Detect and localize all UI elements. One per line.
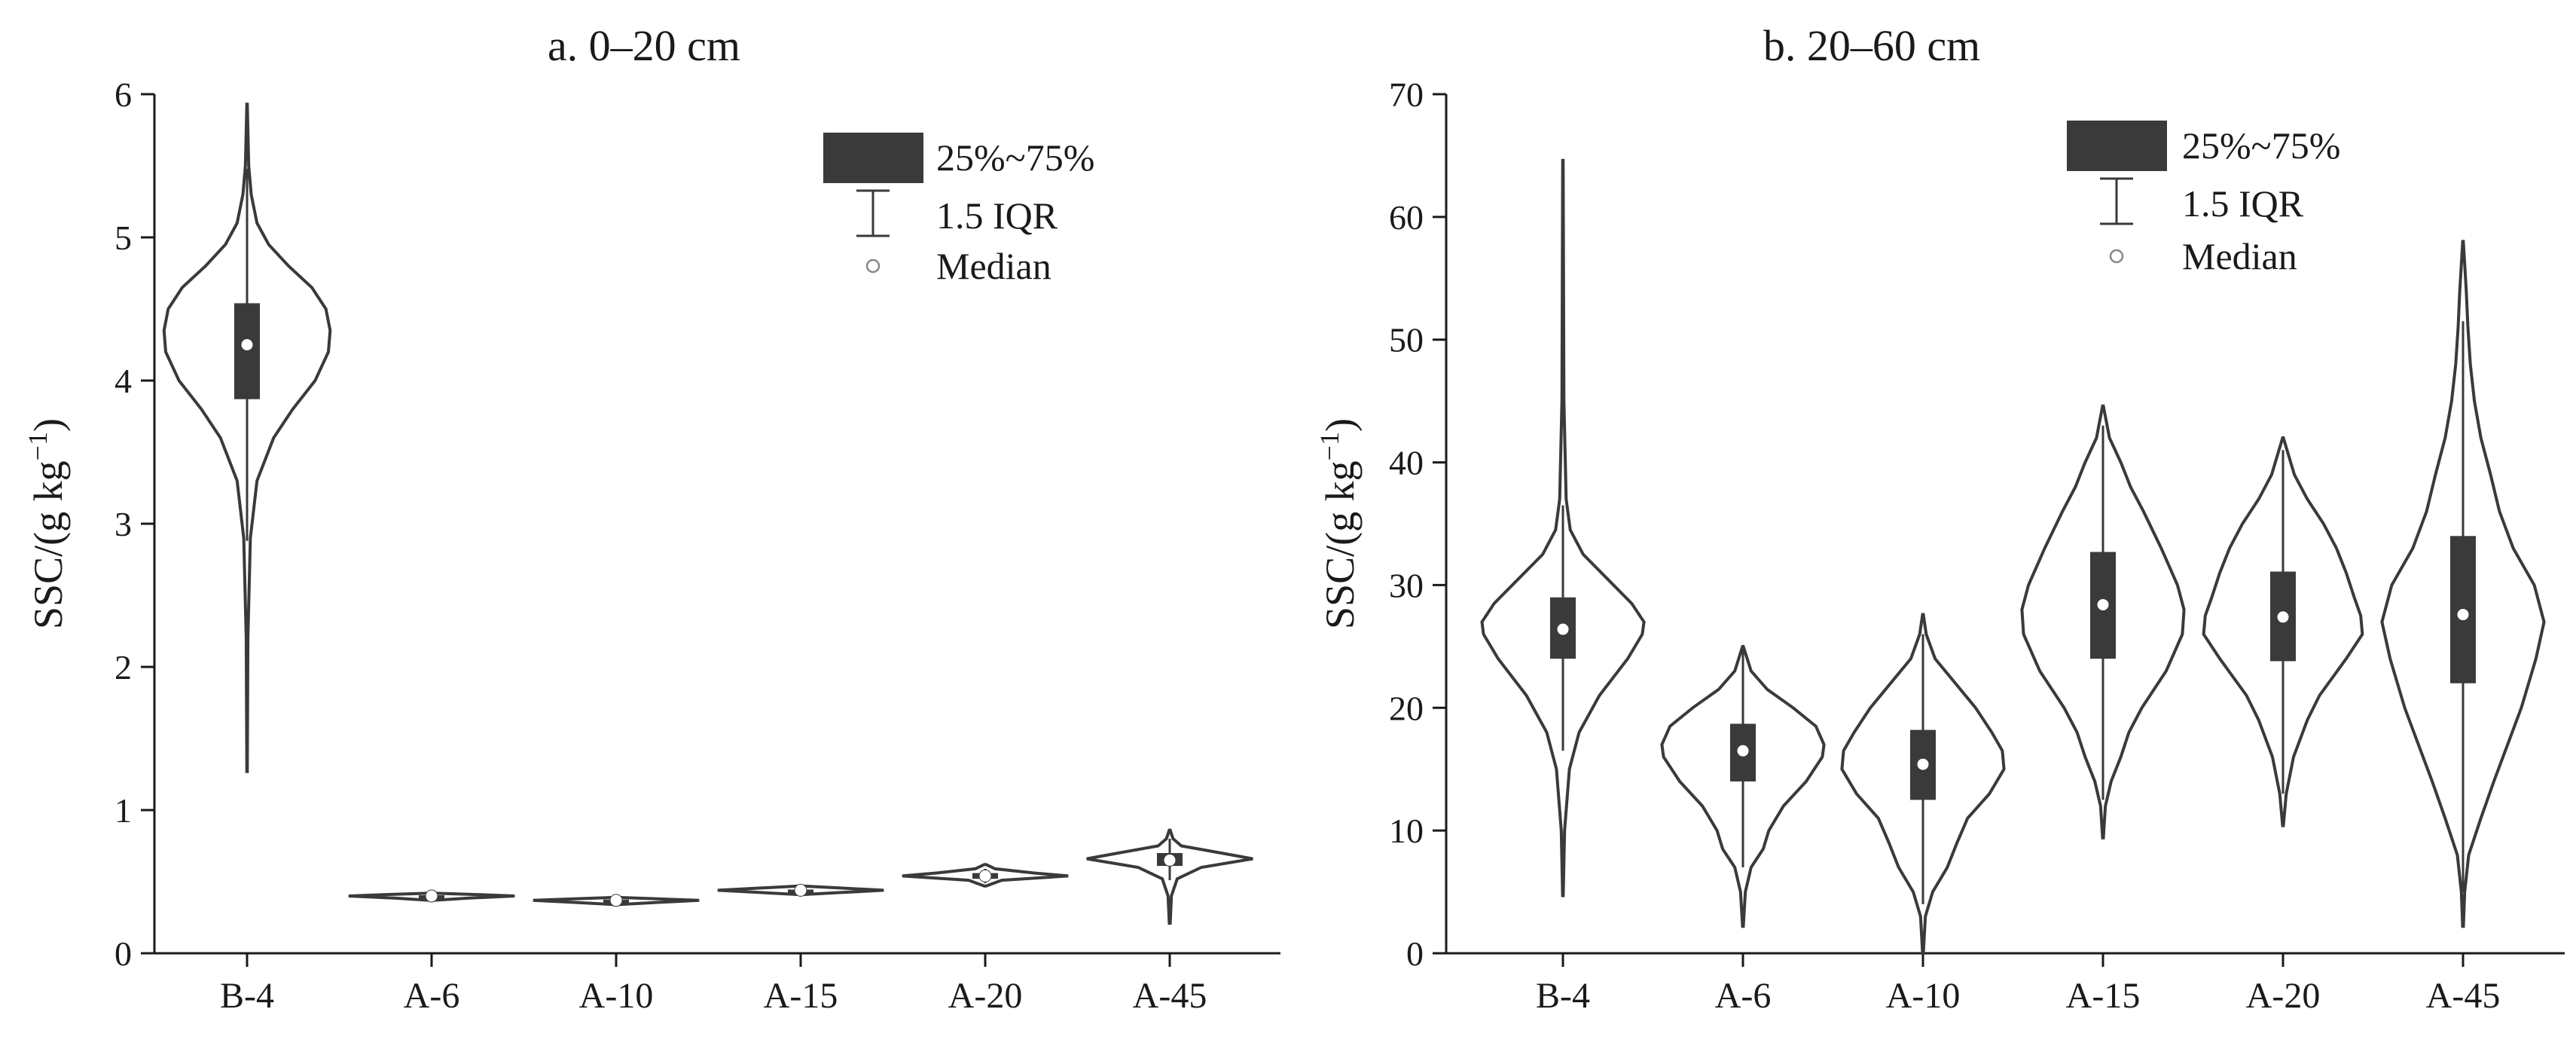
x-tick-label: A-10 — [579, 976, 654, 1016]
median-marker — [794, 883, 807, 897]
legend-box-swatch — [823, 133, 923, 183]
y-tick-label: 70 — [1389, 75, 1424, 114]
violin-a-10 — [533, 894, 700, 907]
y-axis-label-text: SSC/(g kg — [26, 460, 71, 629]
y-tick-label: 30 — [1389, 566, 1424, 604]
y-axis-label-superscript: −1 — [1314, 432, 1344, 460]
y-tick-label: 6 — [114, 75, 132, 114]
chart-title: a. 0–20 cm — [548, 21, 740, 70]
violin-a-45 — [2380, 240, 2546, 928]
violin-a-6 — [1660, 644, 1826, 928]
x-tick-label: A-20 — [948, 976, 1023, 1016]
iqr-box — [234, 303, 260, 399]
median-marker — [1736, 744, 1750, 757]
median-marker — [425, 889, 438, 903]
median-marker — [1916, 757, 1930, 771]
median-marker — [240, 338, 254, 351]
x-tick-label: B-4 — [220, 976, 274, 1016]
y-tick-label: 3 — [114, 505, 132, 543]
y-tick-label: 0 — [114, 934, 132, 973]
y-axis-label-text: SSC/(g kg — [1317, 460, 1363, 629]
y-tick-label: 20 — [1389, 689, 1424, 727]
y-tick-label: 10 — [1389, 812, 1424, 850]
violin-a-20 — [902, 863, 1069, 888]
legend: 25%~75% 1.5 IQR Median — [2067, 121, 2340, 277]
x-tick-label: A-20 — [2246, 976, 2321, 1016]
x-tick-label: A-10 — [1886, 976, 1961, 1016]
median-marker — [1556, 622, 1570, 636]
x-tick-label: A-45 — [2426, 976, 2501, 1016]
x-tick-label: A-15 — [2066, 976, 2141, 1016]
legend-box-label: 25%~75% — [2182, 124, 2340, 167]
panel-a: 0 1 2 3 4 5 6 B-4 A-6 A-10 A-15 A-20 A-45 a. 0–20 cm S… — [23, 21, 1280, 1016]
x-tick-label: A-45 — [1133, 976, 1207, 1016]
y-tick-label: 40 — [1389, 444, 1424, 482]
y-axis-label: SSC/(g kg−1) — [23, 418, 71, 629]
legend-median-marker — [2109, 249, 2124, 264]
violin-a-45 — [1086, 828, 1253, 925]
y-tick-label: 0 — [1406, 934, 1424, 973]
y-tick-label: 50 — [1389, 321, 1424, 359]
y-axis-label-superscript: −1 — [23, 432, 53, 460]
legend: 25%~75% 1.5 IQR Median — [823, 133, 1094, 287]
median-marker — [609, 894, 623, 907]
y-tick-label: 1 — [114, 791, 132, 830]
y-tick-label: 2 — [114, 648, 132, 687]
legend-whisker-label: 1.5 IQR — [2182, 182, 2304, 225]
violin-a-20 — [2202, 436, 2364, 827]
violin-b-4 — [162, 102, 332, 773]
panel-b: 0 10 20 30 40 50 60 70 B-4 A-6 A-10 A-15 A-20 A-45 b. … — [1314, 21, 2565, 1016]
x-tick-label: A-15 — [764, 976, 838, 1016]
y-tick-label: 4 — [114, 362, 132, 400]
legend-median-marker — [865, 258, 881, 274]
legend-whisker-label: 1.5 IQR — [936, 194, 1058, 237]
median-marker — [2456, 608, 2470, 622]
x-tick-label: B-4 — [1536, 976, 1590, 1016]
median-marker — [978, 869, 992, 882]
violin-a-10 — [1840, 613, 2006, 955]
x-tick-label: A-6 — [404, 976, 460, 1016]
legend-median-label: Median — [2182, 235, 2297, 277]
median-marker — [1163, 854, 1177, 867]
legend-box-label: 25%~75% — [936, 136, 1094, 179]
legend-median-label: Median — [936, 245, 1051, 287]
violin-a-15 — [717, 883, 884, 897]
y-tick-label: 5 — [114, 219, 132, 257]
median-marker — [2276, 610, 2290, 624]
y-axis-label-close: ) — [26, 418, 71, 432]
y-axis-label: SSC/(g kg−1) — [1314, 418, 1363, 629]
y-axis-label-close: ) — [1317, 418, 1363, 432]
violin-b-4 — [1480, 158, 1646, 898]
violin-a-15 — [2020, 404, 2186, 839]
chart-title: b. 20–60 cm — [1763, 21, 1980, 70]
legend-box-swatch — [2067, 121, 2167, 171]
median-marker — [2096, 598, 2110, 611]
y-tick-label: 60 — [1389, 198, 1424, 237]
x-tick-label: A-6 — [1715, 976, 1772, 1016]
violin-a-6 — [348, 889, 515, 903]
